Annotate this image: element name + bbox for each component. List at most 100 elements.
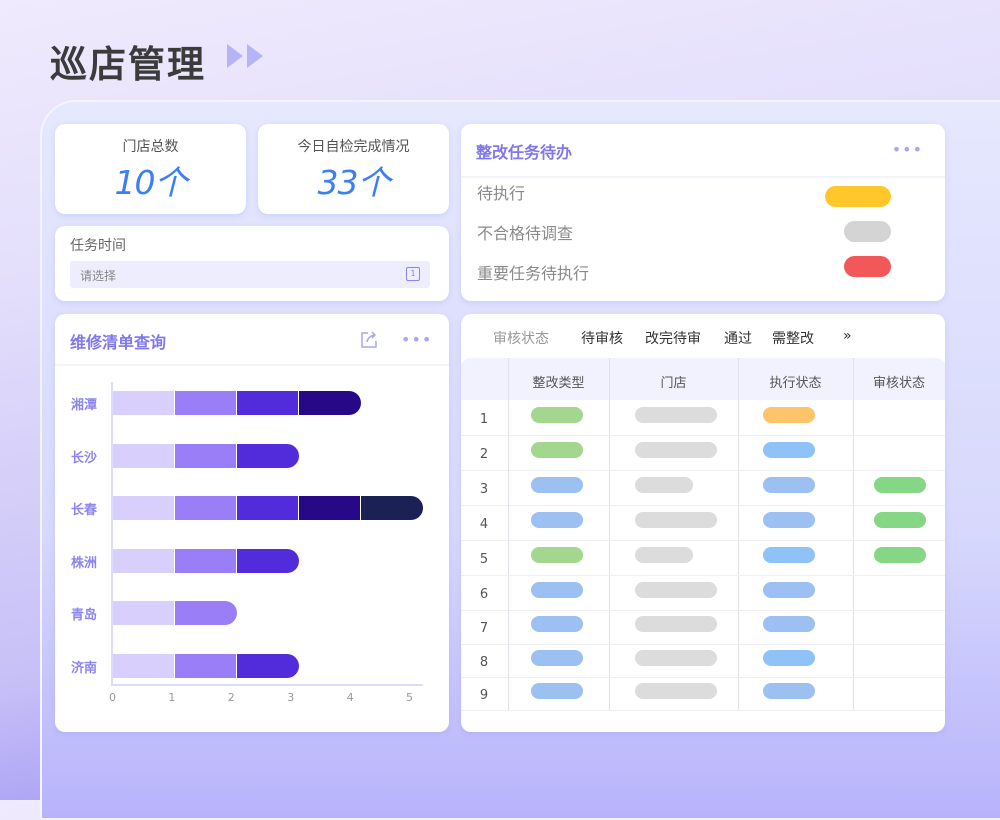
bar-segment[interactable] — [113, 391, 174, 415]
bar-segment[interactable] — [113, 548, 174, 573]
bar-segment[interactable] — [175, 391, 236, 415]
type-pill[interactable] — [531, 476, 583, 493]
type-pill[interactable] — [531, 616, 583, 632]
store-pill[interactable] — [635, 476, 693, 493]
store-pill[interactable] — [635, 649, 717, 666]
y-tick-label: 青岛 — [71, 608, 98, 623]
bar-segment[interactable] — [299, 496, 360, 520]
exec-status-pill[interactable] — [763, 581, 815, 598]
task-time-input[interactable]: 请选择 1 — [70, 261, 430, 288]
more-icon[interactable]: ••• — [401, 330, 433, 349]
bar-segment[interactable] — [175, 653, 236, 678]
store-pill[interactable] — [635, 511, 717, 528]
todo-card: 整改任务待办 ••• 待执行 不合格待调查 重要任务待执行 — [461, 124, 945, 301]
store-pill[interactable] — [635, 546, 693, 563]
bar-segment[interactable] — [237, 391, 298, 415]
bar-segment[interactable] — [113, 496, 174, 520]
y-tick-label: 长春 — [71, 503, 98, 518]
exec-status-pill[interactable] — [763, 441, 815, 458]
row-divider — [461, 575, 945, 576]
divider — [461, 176, 945, 178]
tab-pending[interactable]: 待审核 — [581, 331, 623, 347]
x-tick-label: 0 — [109, 691, 116, 704]
more-icon[interactable]: ••• — [891, 140, 923, 159]
type-pill[interactable] — [531, 511, 583, 528]
store-pill[interactable] — [635, 616, 717, 632]
todo-title: 整改任务待办 — [476, 143, 573, 162]
type-pill[interactable] — [531, 546, 583, 563]
y-tick-label: 株洲 — [71, 555, 98, 571]
row-number: 4 — [479, 516, 489, 532]
y-tick-label: 长沙 — [71, 450, 98, 466]
type-pill[interactable] — [531, 649, 583, 666]
column-header: 执行状态 — [769, 376, 822, 391]
divider — [609, 358, 610, 710]
todo-item[interactable]: 不合格待调查 — [477, 224, 574, 243]
kpi-label: 今日自检完成情况 — [297, 139, 410, 155]
export-icon[interactable] — [360, 331, 378, 349]
play-icon — [227, 44, 243, 68]
row-number: 7 — [479, 621, 489, 636]
bar-segment[interactable] — [113, 653, 174, 678]
kpi-store-count: 门店总数 10个 — [55, 124, 246, 214]
type-pill[interactable] — [531, 682, 583, 699]
review-status-pill[interactable] — [874, 546, 926, 563]
type-pill[interactable] — [531, 441, 583, 458]
bar-segment[interactable] — [175, 496, 236, 520]
bar-segment[interactable] — [299, 391, 361, 415]
exec-status-pill[interactable] — [763, 406, 815, 423]
exec-status-pill[interactable] — [763, 511, 815, 528]
x-axis — [111, 684, 423, 686]
stacked-bar-chart: 湘潭 长沙 长春 株洲 青岛 济南 0 1 2 3 4 5 — [55, 314, 449, 732]
table-header — [461, 358, 945, 400]
divider — [853, 358, 854, 710]
tab-passed[interactable]: 通过 — [724, 331, 752, 347]
row-divider — [461, 610, 945, 611]
bar-segment[interactable] — [237, 548, 299, 573]
row-number: 8 — [479, 654, 489, 670]
status-pill — [844, 221, 891, 242]
more-tabs-icon[interactable]: » — [843, 328, 852, 344]
bar-segment[interactable] — [113, 601, 174, 625]
row-number: 6 — [479, 586, 489, 602]
row-divider — [461, 644, 945, 645]
store-pill[interactable] — [635, 441, 717, 458]
review-status-pill[interactable] — [874, 476, 926, 493]
bar-segment[interactable] — [175, 548, 236, 573]
bar-segment[interactable] — [237, 496, 298, 520]
bar-segment[interactable] — [175, 443, 236, 468]
repair-title: 维修清单查询 — [70, 333, 167, 352]
type-pill[interactable] — [531, 581, 583, 598]
type-pill[interactable] — [531, 406, 583, 423]
bar-segment[interactable] — [175, 601, 237, 625]
status-pill — [825, 186, 891, 207]
store-pill[interactable] — [635, 406, 717, 423]
calendar-icon[interactable]: 1 — [406, 267, 420, 281]
y-tick-label: 济南 — [71, 660, 98, 676]
y-tick-label: 湘潭 — [71, 398, 98, 413]
x-tick-label: 1 — [168, 691, 176, 704]
bar-segment[interactable] — [237, 443, 299, 468]
row-number: 5 — [479, 551, 489, 567]
bar-segment[interactable] — [113, 443, 174, 468]
tab-needs-fix[interactable]: 需整改 — [772, 331, 814, 347]
row-divider — [461, 435, 945, 436]
store-pill[interactable] — [635, 581, 717, 598]
row-divider — [461, 470, 945, 471]
x-tick-label: 3 — [287, 691, 295, 704]
bar-segment[interactable] — [361, 496, 423, 520]
exec-status-pill[interactable] — [763, 682, 815, 699]
bar-segment[interactable] — [237, 653, 299, 678]
exec-status-pill[interactable] — [763, 649, 815, 666]
store-pill[interactable] — [635, 682, 717, 699]
exec-status-pill[interactable] — [763, 546, 815, 563]
repair-card: 维修清单查询 ••• 湘潭 长沙 长春 株洲 青岛 济南 0 1 2 3 4 5 — [55, 314, 449, 732]
divider — [508, 358, 509, 710]
exec-status-pill[interactable] — [763, 476, 815, 493]
todo-item[interactable]: 待执行 — [477, 184, 526, 203]
review-status-pill[interactable] — [874, 511, 926, 528]
divider — [55, 364, 449, 366]
exec-status-pill[interactable] — [763, 616, 815, 632]
tab-fixed-pending[interactable]: 改完待审 — [645, 331, 701, 347]
todo-item[interactable]: 重要任务待执行 — [477, 264, 590, 283]
